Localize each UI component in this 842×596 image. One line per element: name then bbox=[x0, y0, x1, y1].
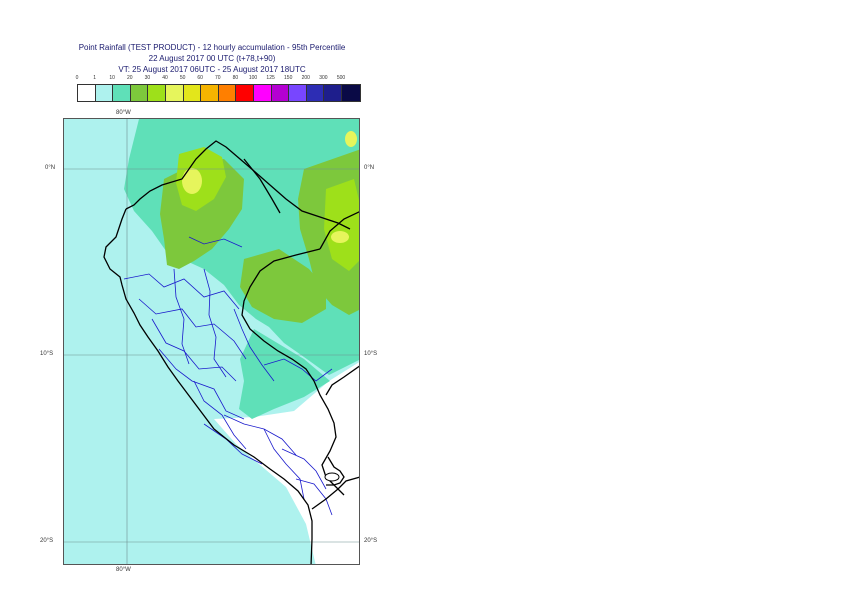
border-east-frame bbox=[325, 365, 359, 396]
legend-threshold-label: 200 bbox=[301, 75, 310, 81]
lat-label-right-10: 10°S bbox=[364, 351, 378, 357]
rainfall-map[interactable] bbox=[63, 118, 360, 565]
coastline bbox=[103, 208, 313, 564]
legend-swatch bbox=[95, 85, 114, 101]
legend-threshold-label: 10 bbox=[109, 75, 115, 81]
legend-swatch bbox=[218, 85, 237, 101]
legend-swatch bbox=[201, 85, 219, 101]
extreme-rain-spot bbox=[331, 231, 349, 243]
chart-title-block: Point Rainfall (TEST PRODUCT) - 12 hourl… bbox=[0, 42, 424, 75]
admin-boundaries bbox=[123, 236, 333, 516]
legend-swatch bbox=[306, 85, 325, 101]
legend-swatch bbox=[148, 85, 166, 101]
legend-threshold-label: 500 bbox=[336, 75, 346, 81]
legend-swatch bbox=[78, 85, 96, 101]
extreme-rain-spot bbox=[182, 168, 202, 194]
legend-swatch bbox=[183, 85, 202, 101]
northern-border-segment bbox=[243, 158, 281, 214]
legend-swatch bbox=[341, 85, 360, 101]
peru-bolivia-border bbox=[326, 456, 345, 486]
legend-swatch bbox=[324, 85, 342, 101]
legend-swatch bbox=[271, 85, 290, 101]
lat-label-left-20: 20°S bbox=[40, 538, 54, 544]
no-rain-area bbox=[214, 362, 359, 564]
legend-threshold-label: 300 bbox=[319, 75, 328, 81]
legend-threshold-label: 125 bbox=[266, 75, 275, 81]
legend-threshold-label: 1 bbox=[93, 75, 96, 81]
legend-threshold-label: 80 bbox=[232, 75, 239, 81]
lon-label-top: 80°W bbox=[116, 110, 131, 116]
heavy-rain-area bbox=[240, 249, 326, 323]
lon-label-bottom: 80°W bbox=[116, 567, 131, 573]
title-line-3: VT: 25 August 2017 06UTC - 25 August 201… bbox=[118, 65, 306, 74]
peru-ecuador-border bbox=[125, 140, 351, 230]
legend-swatch bbox=[113, 85, 131, 101]
chile-border bbox=[311, 476, 359, 510]
lat-label-left-10: 10°S bbox=[40, 351, 54, 357]
legend-threshold-label: 70 bbox=[215, 75, 221, 81]
legend-swatch bbox=[236, 85, 254, 101]
legend-threshold-label: 20 bbox=[127, 75, 133, 81]
legend-threshold-label: 40 bbox=[162, 75, 168, 81]
title-line-1: Point Rainfall (TEST PRODUCT) - 12 hourl… bbox=[78, 43, 346, 52]
legend-threshold-label: 100 bbox=[248, 75, 258, 81]
legend-threshold-label: 30 bbox=[144, 75, 151, 81]
legend-swatch bbox=[130, 85, 149, 101]
title-line-2: 22 August 2017 00 UTC (t+78,t+90) bbox=[148, 54, 276, 63]
legend-threshold-label: 0 bbox=[75, 75, 79, 81]
lake-titicaca bbox=[324, 472, 340, 482]
rainfall-map-svg bbox=[64, 119, 359, 564]
legend-threshold-label: 60 bbox=[197, 75, 203, 81]
legend-threshold-label: 150 bbox=[284, 75, 293, 81]
legend-threshold-label: 50 bbox=[179, 75, 186, 81]
lat-label-left-0: 0°N bbox=[45, 165, 56, 171]
legend-swatch bbox=[165, 85, 184, 101]
legend-color-bar bbox=[77, 84, 361, 102]
extreme-rain-spot bbox=[345, 131, 357, 147]
eastern-border bbox=[319, 211, 359, 250]
legend-swatch bbox=[289, 85, 307, 101]
legend-swatch bbox=[253, 85, 272, 101]
coast-and-borders bbox=[103, 140, 359, 564]
moderate-rain-area bbox=[239, 329, 330, 419]
lat-label-right-0: 0°N bbox=[364, 165, 375, 171]
lat-label-right-20: 20°S bbox=[364, 538, 378, 544]
peru-brazil-border bbox=[241, 248, 345, 496]
